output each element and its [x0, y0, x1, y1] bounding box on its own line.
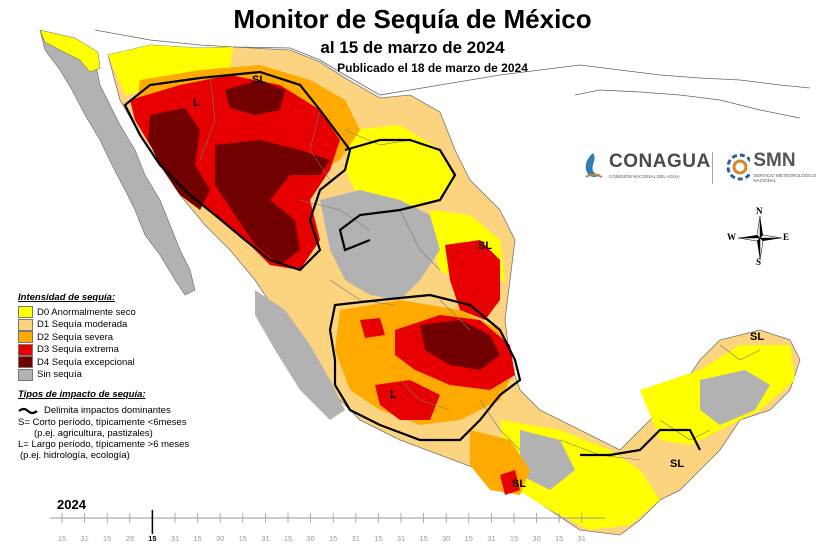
- no-drought-yucatan: [700, 370, 770, 425]
- d3-west-center: [360, 318, 385, 338]
- timeline-tick-label: 15: [239, 534, 247, 543]
- timeline-tick-label: 30: [216, 534, 224, 543]
- legend-label: D4 Sequía excepcional: [37, 356, 135, 368]
- no-drought-south: [520, 430, 575, 490]
- timeline-tick-label: 30: [306, 534, 314, 543]
- d4-chihuahua: [215, 140, 330, 265]
- conagua-icon: [585, 153, 603, 178]
- timeline-tick-label: 15: [58, 534, 66, 543]
- timeline-tick-label: 31: [578, 534, 586, 543]
- impact-boundary-northeast: [338, 138, 457, 252]
- d3-east: [445, 240, 500, 320]
- label-sl-southeast: SL: [670, 458, 684, 470]
- legend-item: D2 Sequía severa: [18, 331, 248, 344]
- impact-boundary-northwest: [123, 70, 352, 272]
- compass-rose-icon: N S E W: [727, 206, 790, 268]
- legend-label: D2 Sequía severa: [37, 331, 114, 343]
- label-sl-north: SL: [252, 74, 266, 86]
- impact-boundary-center: [328, 293, 522, 442]
- smn-name: SMN: [753, 150, 796, 171]
- impact-s-line1: S= Corto período, típicamente <6meses: [18, 417, 187, 428]
- timeline-tick-label: 30: [442, 534, 450, 543]
- impact-l-line2: (p.ej. hidrología, ecología): [20, 450, 130, 461]
- legend-swatch: [18, 318, 33, 331]
- map-date: al 15 de marzo de 2024: [320, 38, 505, 57]
- d4-chihuahua-north: [225, 80, 285, 115]
- conagua-logo: CONAGUA COMISIÓN NACIONAL DEL AGUA: [580, 150, 711, 180]
- legend-swatch: [18, 331, 33, 344]
- impact-line-legend: Delimita impactos dominantes: [18, 404, 248, 417]
- impact-line-label: Delimita impactos dominantes: [44, 405, 171, 416]
- d4-sonora: [148, 108, 210, 210]
- timeline-tick-label: 31: [80, 534, 88, 543]
- legend: Intensidad de sequía: D0 Anormalmente se…: [18, 292, 248, 461]
- timeline-tick-label: 15: [374, 534, 382, 543]
- timeline-tick-label: 15: [193, 534, 201, 543]
- timeline-tick-label: 31: [352, 534, 360, 543]
- conagua-name: CONAGUA: [609, 151, 711, 172]
- compass-w: W: [727, 232, 736, 242]
- timeline-tick-label: 15: [419, 534, 427, 543]
- timeline-tick-label: 31: [397, 534, 405, 543]
- map-title: Monitor de Sequía de México: [233, 4, 592, 34]
- legend-swatch: [18, 356, 33, 369]
- label-l-center: L: [390, 389, 397, 401]
- d4-center: [420, 320, 500, 370]
- timeline-tick-label: 29: [126, 534, 134, 543]
- timeline-tick-label: 30: [532, 534, 540, 543]
- impact-line-icon: [18, 407, 38, 414]
- legend-label: Sin sequía: [37, 369, 82, 381]
- conagua-subtitle: COMISIÓN NACIONAL DEL AGUA: [609, 174, 680, 179]
- label-l-northwest: L: [193, 97, 200, 109]
- legend-label: D1 Sequía moderada: [37, 319, 128, 331]
- baja-california-region: [39, 29, 196, 296]
- logo-separator: [712, 152, 713, 184]
- timeline-tick-label: 31: [261, 534, 269, 543]
- compass-e: E: [783, 232, 790, 242]
- smn-icon: [726, 153, 751, 180]
- no-drought-west-coast: [255, 290, 345, 420]
- legend-item: Sin sequía: [18, 368, 248, 382]
- d3-southern-spot: [500, 470, 520, 495]
- d0-north-strip: [108, 45, 233, 95]
- label-sl-yucatan: SL: [750, 331, 764, 343]
- smn-logo: SMN SERVICIO METEOROLÓGICO NACIONAL: [724, 150, 825, 183]
- compass-s: S: [756, 257, 762, 267]
- timeline-tick-label: 15: [555, 534, 563, 543]
- smn-subtitle: SERVICIO METEOROLÓGICO NACIONAL: [753, 173, 817, 183]
- timeline-tick-label: 31: [487, 534, 495, 543]
- label-sl-south: SL: [512, 478, 526, 490]
- legend-item: D3 Sequía extrema: [18, 343, 248, 357]
- timeline-tick-label: 31: [171, 534, 179, 543]
- no-drought-sierra: [320, 190, 440, 300]
- timeline-tick-label: 15: [284, 534, 292, 543]
- timeline-year: 2024: [57, 497, 86, 512]
- legend-swatch: [18, 343, 33, 356]
- impact-s-line2: (p.ej. agricultura, pastizales): [34, 428, 153, 439]
- legend-swatch: [18, 306, 33, 319]
- legend-item: D1 Sequía moderada: [18, 318, 248, 332]
- d3-south-center: [375, 380, 440, 420]
- legend-title: Intensidad de sequía:: [18, 292, 116, 303]
- timeline-tick-label: 15: [148, 534, 156, 543]
- timeline-tick-label: 15: [329, 534, 337, 543]
- label-sl-northeast: SL: [478, 240, 492, 252]
- timeline-tick-label: 15: [465, 534, 473, 543]
- legend-label: D3 Sequía extrema: [37, 344, 119, 356]
- legend-item: D0 Anormalmente seco: [18, 306, 248, 319]
- impact-l-line1: L= Largo período, típicamente >6 meses: [18, 439, 190, 450]
- timeline-tick-label: 15: [510, 534, 518, 543]
- legend-item: D4 Sequía excepcional: [18, 356, 248, 369]
- impact-boundaries: [123, 70, 701, 457]
- compass-n: N: [756, 206, 763, 216]
- legend-swatch: [18, 368, 33, 381]
- legend-label: D0 Anormalmente seco: [37, 306, 136, 318]
- timeline-bar: 15 31 15 29 15 31 15 30 15 31 15 30 15 31 15 31 15 30 15 31…: [50, 510, 605, 543]
- impact-title: Tipos de impacto de sequía:: [18, 389, 146, 400]
- publication-date: Publicado el 18 de marzo de 2024: [337, 61, 528, 75]
- timeline-tick-label: 15: [103, 534, 111, 543]
- baja-north-region: [39, 29, 101, 73]
- impact-boundary-south: [580, 428, 701, 457]
